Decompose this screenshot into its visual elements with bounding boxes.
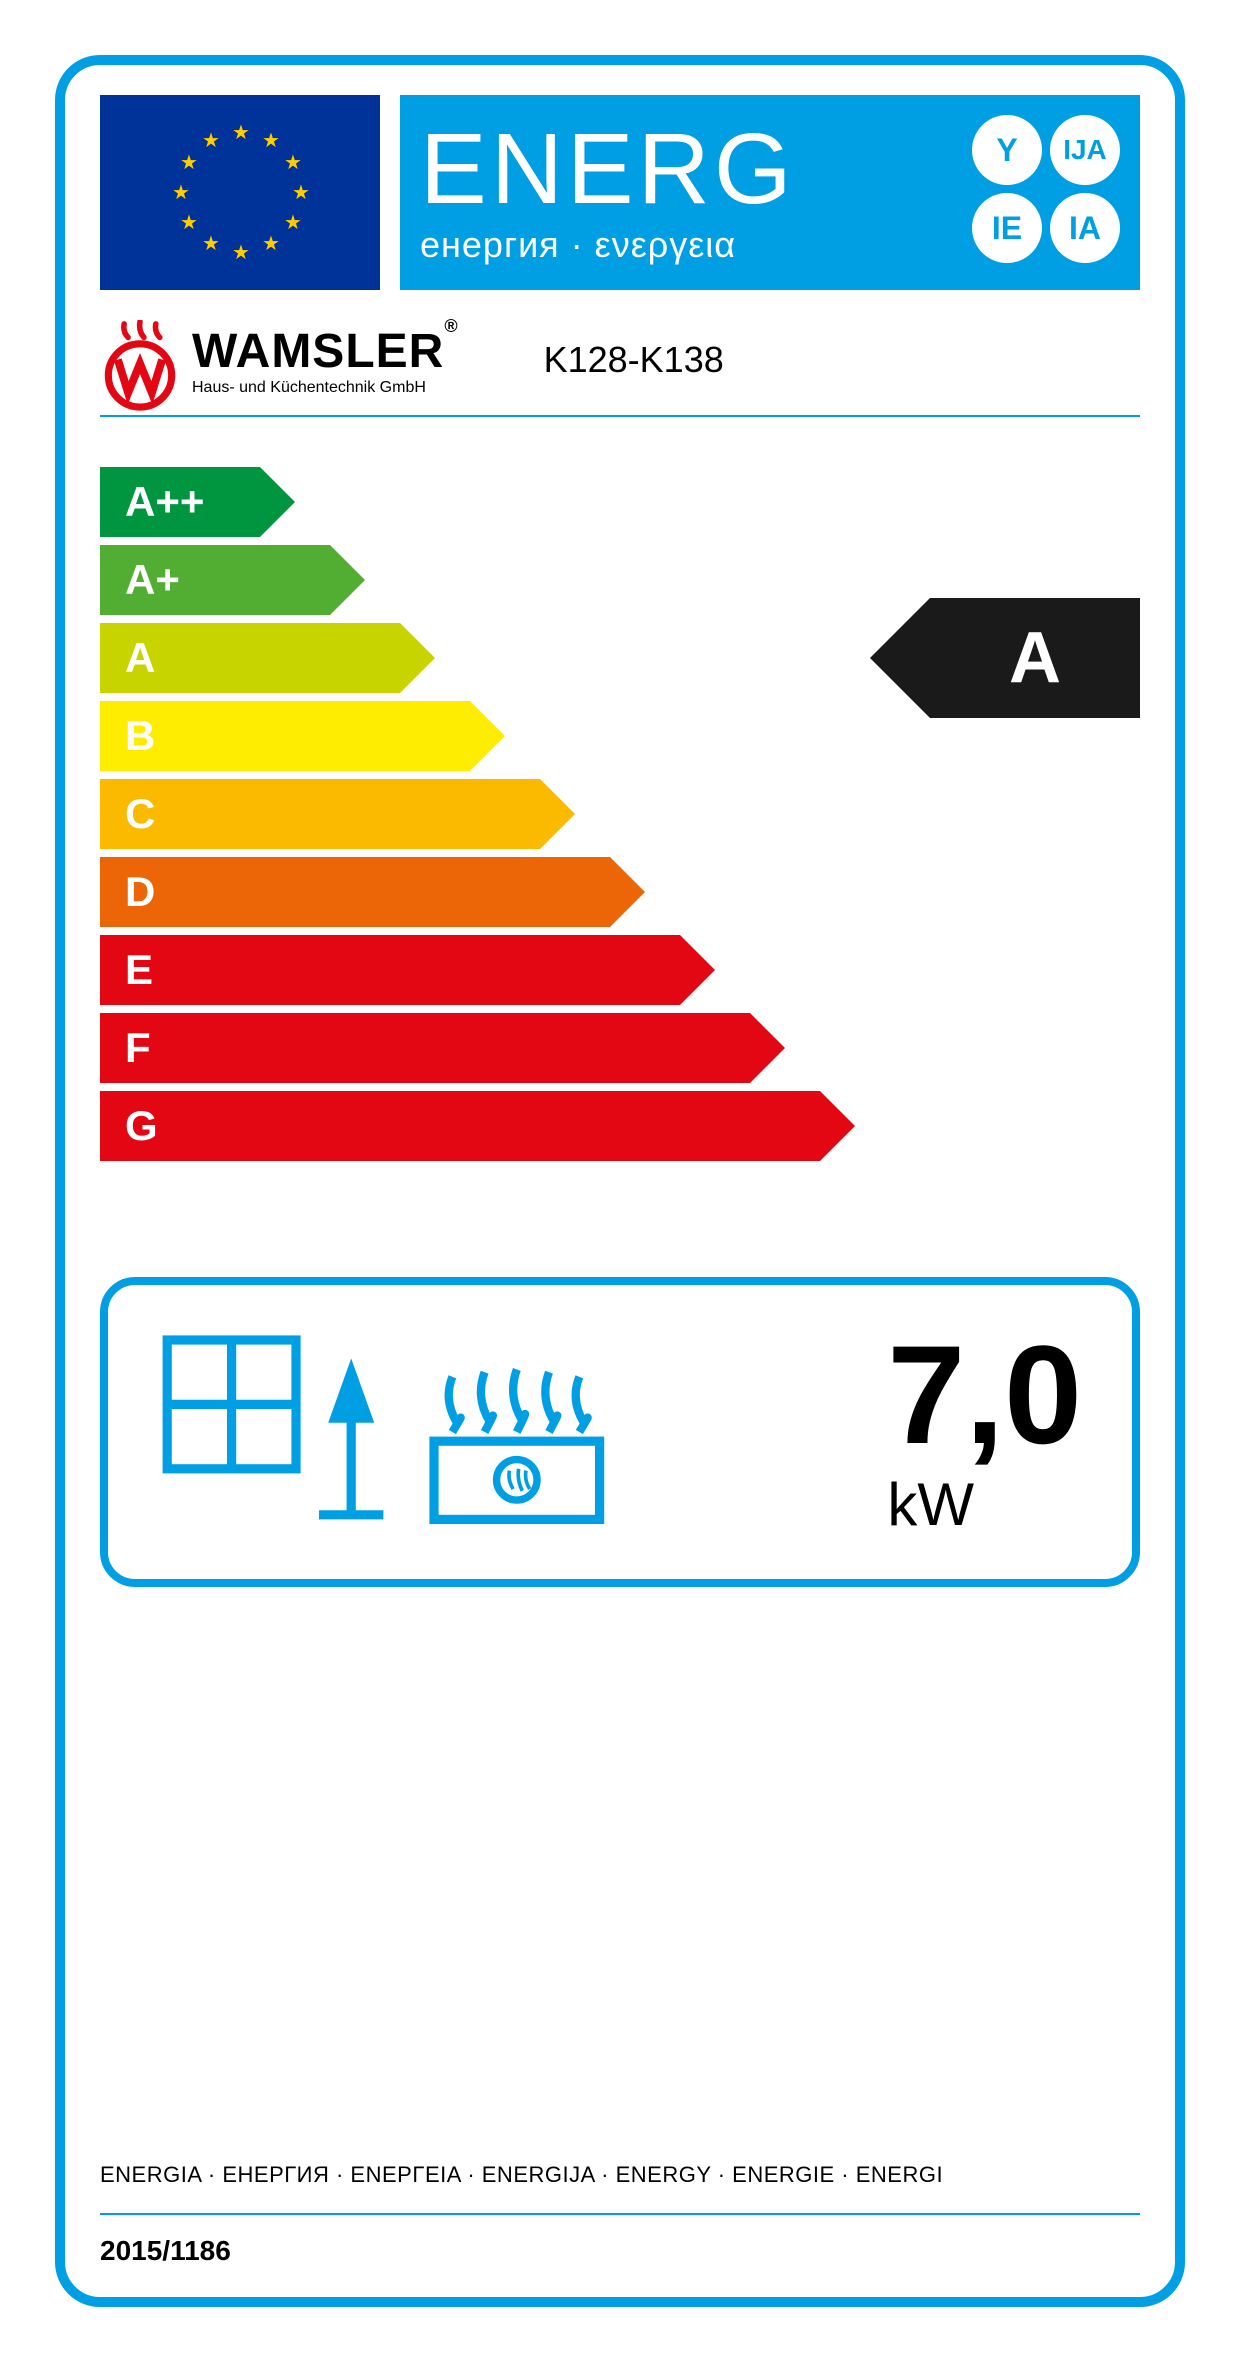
lang-suffix-circles: YIJAIEIA bbox=[972, 115, 1120, 263]
brand-tagline: Haus- und Küchentechnik GmbH bbox=[192, 379, 459, 397]
heating-icon bbox=[158, 1327, 618, 1537]
brand-name: WAMSLER® bbox=[192, 324, 459, 379]
lang-suffix: IA bbox=[1050, 193, 1120, 263]
rating-pointer: A bbox=[930, 598, 1140, 718]
class-arrow: A++ bbox=[100, 467, 260, 537]
power-box: 7,0 kW bbox=[100, 1277, 1140, 1587]
header-row: ★★★★★★★★★★★★ ENERG енергия · ενεργεια YI… bbox=[100, 95, 1140, 290]
efficiency-scale: A++A+ABCDEFGA bbox=[100, 467, 1140, 1237]
energ-box: ENERG енергия · ενεργεια YIJAIEIA bbox=[400, 95, 1140, 290]
energy-words: ENERGIA · ЕНЕРГИЯ · ΕΝΕΡΓΕΙΑ · ENERGIJA … bbox=[100, 2162, 1140, 2215]
power-icons bbox=[158, 1327, 857, 1537]
eu-flag: ★★★★★★★★★★★★ bbox=[100, 95, 380, 290]
eu-stars: ★★★★★★★★★★★★ bbox=[165, 118, 315, 268]
power-value: 7,0 bbox=[887, 1325, 1082, 1465]
model-number: K128-K138 bbox=[544, 339, 724, 381]
lang-suffix: IE bbox=[972, 193, 1042, 263]
class-arrow: C bbox=[100, 779, 540, 849]
label-frame: ★★★★★★★★★★★★ ENERG енергия · ενεργεια YI… bbox=[55, 55, 1185, 2307]
class-arrow: B bbox=[100, 701, 470, 771]
brand-logo: WAMSLER® Haus- und Küchentechnik GmbH bbox=[100, 320, 459, 400]
class-arrow: F bbox=[100, 1013, 750, 1083]
lang-suffix: Y bbox=[972, 115, 1042, 185]
brand-row: WAMSLER® Haus- und Küchentechnik GmbH K1… bbox=[100, 320, 1140, 417]
class-arrow: A bbox=[100, 623, 400, 693]
footer: ENERGIA · ЕНЕРГИЯ · ΕΝΕΡΓΕΙΑ · ENERGIJA … bbox=[100, 2162, 1140, 2267]
regulation-number: 2015/1186 bbox=[100, 2235, 1140, 2267]
class-arrow: A+ bbox=[100, 545, 330, 615]
power-value-block: 7,0 kW bbox=[887, 1325, 1082, 1539]
lang-suffix: IJA bbox=[1050, 115, 1120, 185]
class-arrow: E bbox=[100, 935, 680, 1005]
class-arrow: D bbox=[100, 857, 610, 927]
energy-label: ★★★★★★★★★★★★ ENERG енергия · ενεργεια YI… bbox=[0, 0, 1240, 2362]
brand-text: WAMSLER® Haus- und Küchentechnik GmbH bbox=[192, 324, 459, 397]
class-arrow: G bbox=[100, 1091, 820, 1161]
power-unit: kW bbox=[887, 1470, 1082, 1539]
wamsler-icon bbox=[100, 320, 180, 400]
